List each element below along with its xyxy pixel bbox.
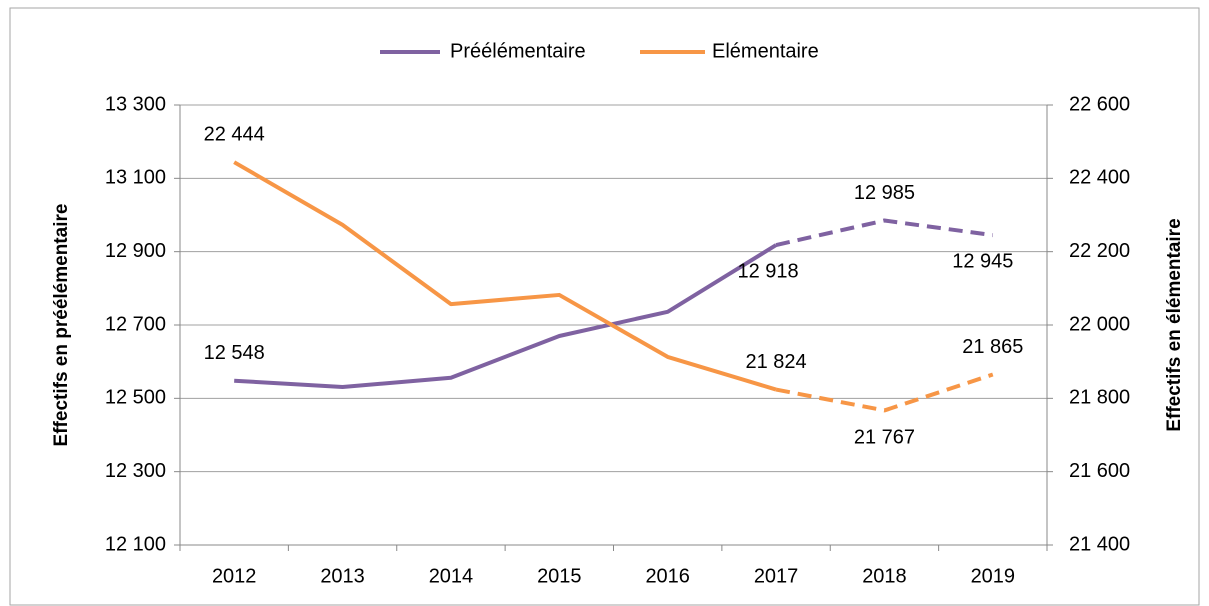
x-tick-label: 2018 [862,565,907,587]
series-line [233,160,777,392]
y-tick-label: 12 300 [105,460,166,482]
y2-tick-label: 22 200 [1069,240,1130,262]
legend-label: Elémentaire [712,40,819,62]
series-line-dashed [775,218,994,248]
chart-frame [9,7,1200,606]
x-tick-label: 2015 [537,565,582,587]
data-label: 22 444 [204,123,265,145]
y-tick-label: 12 700 [105,313,166,335]
data-label: 21 767 [854,427,915,449]
data-label: 12 918 [737,260,798,282]
y-tick-label: 12 500 [105,387,166,409]
y-axis-title: Effectifs en préélémentaire [51,204,72,447]
data-label: 21 824 [745,351,806,373]
y2-tick-label: 22 600 [1069,93,1130,115]
y2-axis-title: Effectifs en élémentaire [1164,218,1185,431]
y2-tick-label: 22 400 [1069,167,1130,189]
y2-tick-label: 21 600 [1069,460,1130,482]
x-tick-label: 2012 [212,565,257,587]
y2-tick-label: 21 400 [1069,533,1130,555]
y2-tick-label: 21 800 [1069,387,1130,409]
series-line [234,243,778,389]
data-label: 12 945 [952,250,1013,272]
y-tick-label: 12 100 [105,533,166,555]
y-tick-label: 13 300 [105,93,166,115]
x-tick-label: 2016 [645,565,690,587]
y2-tick-label: 22 000 [1069,313,1130,335]
x-tick-label: 2017 [754,565,799,587]
x-tick-label: 2013 [320,565,365,587]
data-label: 21 865 [962,336,1023,358]
data-label: 12 985 [854,182,915,204]
y-tick-label: 12 900 [105,240,166,262]
y-tick-label: 13 100 [105,167,166,189]
data-label: 12 548 [204,342,265,364]
x-tick-label: 2014 [429,565,474,587]
x-tick-label: 2019 [971,565,1016,587]
legend-label: Préélémentaire [450,40,586,62]
series-line-dashed [775,372,994,413]
